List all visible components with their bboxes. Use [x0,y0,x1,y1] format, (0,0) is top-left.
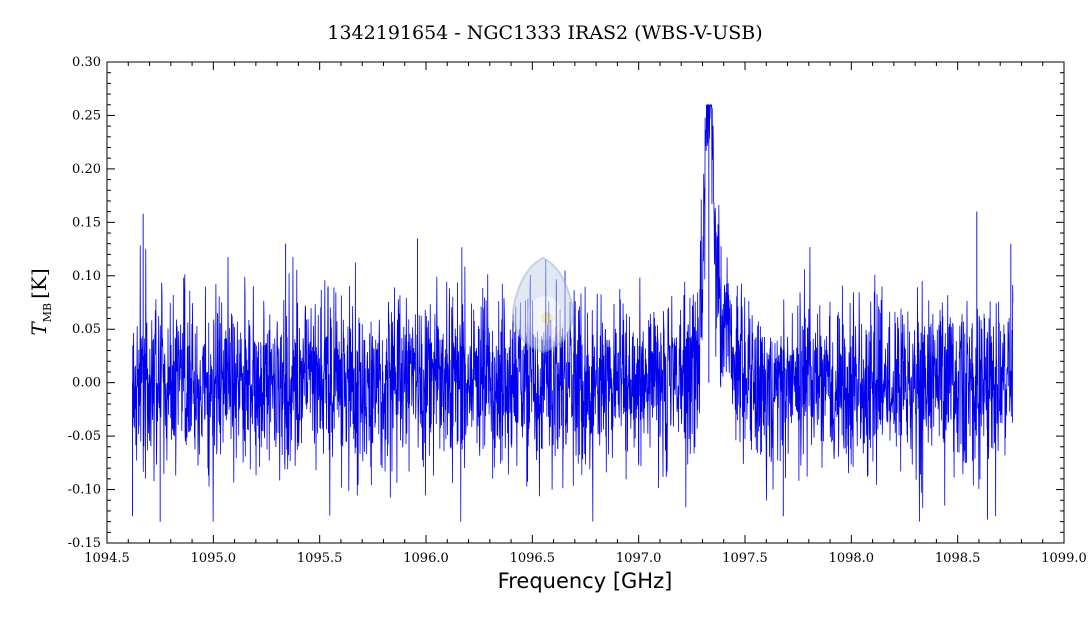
watermark-highlight [527,296,563,340]
x-axis-label: Frequency [GHz] [498,569,673,593]
plot-frame [106,61,1065,544]
x-tick-label: 1098.5 [935,551,981,566]
y-tick-label: 0.30 [72,55,101,70]
y-axis-label: TMB [K] [27,268,54,335]
y-tick-label: 0.05 [72,322,101,337]
x-tick-label: 1097.0 [616,551,662,566]
x-tick-label: 1096.0 [403,551,449,566]
y-axis: -0.15 -0.10 -0.05 0.00 0.05 0.10 0.15 0.20 0.25 0… [68,55,1064,551]
herschel-watermark [512,256,574,354]
y-tick-label: 0.00 [72,376,101,391]
x-tick-label: 1094.5 [84,551,130,566]
y-tick-label: 0.15 [72,215,101,230]
y-axis-label-unit: [K] [27,268,51,299]
watermark-dot [541,312,553,324]
x-tick-label: 1095.0 [191,551,237,566]
x-tick-label: 1096.5 [510,551,556,566]
x-axis: 1094.5 1095.0 1095.5 1096.0 1096.5 1097.0 1097… [84,62,1087,566]
y-axis-label-main: T [27,321,51,336]
chart-title: 1342191654 - NGC1333 IRAS2 (WBS-V-USB) [327,22,762,44]
y-axis-label-subscript: MB [41,303,54,322]
y-tick-label: -0.10 [68,483,101,498]
y-tick-label: -0.05 [68,429,101,444]
y-tick-label: 0.20 [72,162,101,177]
y-tick-label: -0.15 [68,536,101,551]
x-tick-label: 1099.0 [1041,551,1087,566]
spectrum-series-line [132,104,1014,522]
y-tick-label: 0.25 [72,108,101,123]
x-tick-label: 1095.5 [297,551,343,566]
x-tick-label: 1098.0 [829,551,875,566]
y-tick-label: 0.10 [72,269,101,284]
x-tick-label: 1097.5 [722,551,768,566]
spectrum-extrema [132,106,1012,522]
